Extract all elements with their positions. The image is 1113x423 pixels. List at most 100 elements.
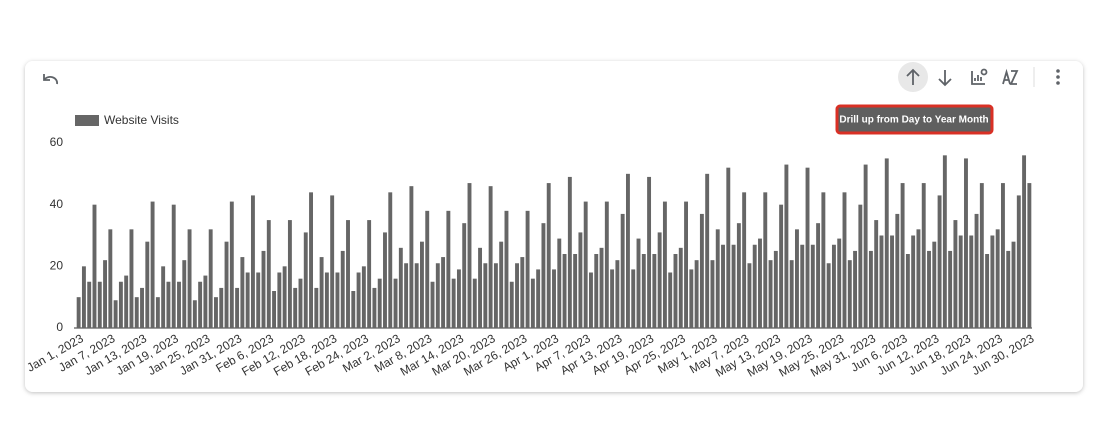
bar — [884, 158, 889, 328]
bar — [868, 250, 873, 328]
chart-options-button[interactable] — [971, 68, 988, 85]
bar — [309, 192, 313, 328]
bar — [689, 269, 694, 328]
bar — [562, 254, 567, 328]
bar — [330, 195, 335, 328]
bar — [256, 272, 261, 328]
bar — [235, 287, 240, 328]
bar — [340, 250, 345, 328]
bar — [541, 223, 546, 328]
bar — [784, 164, 789, 328]
bar — [192, 300, 197, 328]
bar — [583, 201, 588, 328]
bar — [694, 260, 699, 328]
bar — [805, 167, 810, 328]
bar — [319, 257, 324, 328]
bar — [684, 201, 688, 328]
bar — [472, 278, 477, 328]
bar — [1022, 155, 1027, 328]
bar — [789, 260, 794, 328]
bar — [995, 229, 1000, 328]
bar — [404, 263, 409, 328]
bar — [721, 244, 725, 328]
bar — [187, 229, 192, 328]
bar — [758, 238, 762, 328]
bar — [599, 247, 604, 328]
bar — [726, 167, 731, 328]
bar — [377, 278, 382, 328]
bar — [742, 192, 747, 328]
bar — [594, 254, 599, 328]
bar — [620, 213, 625, 328]
bar — [282, 266, 287, 328]
bar — [636, 238, 641, 328]
legend-swatch — [75, 115, 99, 126]
bar — [1011, 241, 1016, 328]
y-tick-label: 20 — [50, 259, 64, 273]
bar — [129, 229, 134, 328]
undo-button[interactable] — [43, 74, 58, 85]
bar — [240, 257, 245, 328]
bar — [779, 204, 784, 328]
drill-down-button[interactable] — [938, 70, 952, 87]
bar — [763, 192, 768, 328]
bar — [974, 213, 979, 328]
sort-button[interactable] — [1002, 68, 1019, 85]
bar — [398, 247, 403, 328]
bar — [573, 254, 578, 328]
bar — [425, 210, 430, 328]
drill-up-button[interactable] — [898, 62, 928, 92]
bar — [277, 272, 282, 328]
bar — [488, 186, 493, 328]
bar — [92, 204, 97, 328]
bar — [351, 291, 356, 328]
bar — [293, 287, 298, 328]
bar — [97, 281, 102, 328]
bar — [979, 183, 984, 328]
bar — [446, 210, 451, 328]
bar — [451, 278, 456, 328]
bar — [361, 266, 366, 328]
tooltip: Drill up from Day to Year Month — [835, 104, 994, 135]
bar — [272, 291, 277, 328]
bar — [731, 244, 736, 328]
bar — [113, 300, 118, 328]
more-button[interactable] — [1056, 69, 1060, 85]
bar — [699, 213, 704, 328]
bar — [958, 235, 963, 328]
bar — [462, 223, 467, 328]
bar — [842, 192, 847, 328]
bar — [863, 164, 868, 328]
bar — [900, 183, 905, 328]
bar — [108, 229, 113, 328]
bar — [372, 287, 377, 328]
bar — [525, 210, 530, 328]
bar — [367, 220, 372, 328]
bar — [155, 297, 160, 328]
bar — [826, 263, 831, 328]
bar — [504, 210, 509, 328]
y-tick-label: 0 — [56, 320, 63, 334]
bar — [610, 269, 615, 328]
bar — [858, 204, 863, 328]
bar — [578, 232, 583, 328]
bar — [266, 220, 271, 328]
bar — [948, 250, 953, 328]
bar — [171, 204, 176, 328]
bar — [483, 263, 488, 328]
bar — [810, 244, 815, 328]
bar — [150, 201, 155, 328]
bar — [81, 266, 86, 328]
bar — [937, 195, 942, 328]
bar — [103, 260, 108, 328]
bar — [536, 269, 541, 328]
bar — [715, 229, 720, 328]
bar — [911, 235, 916, 328]
bar — [214, 297, 218, 328]
bar — [467, 183, 472, 328]
bar — [768, 260, 773, 328]
bar — [604, 201, 609, 328]
bar — [356, 272, 361, 328]
bar — [177, 281, 181, 328]
